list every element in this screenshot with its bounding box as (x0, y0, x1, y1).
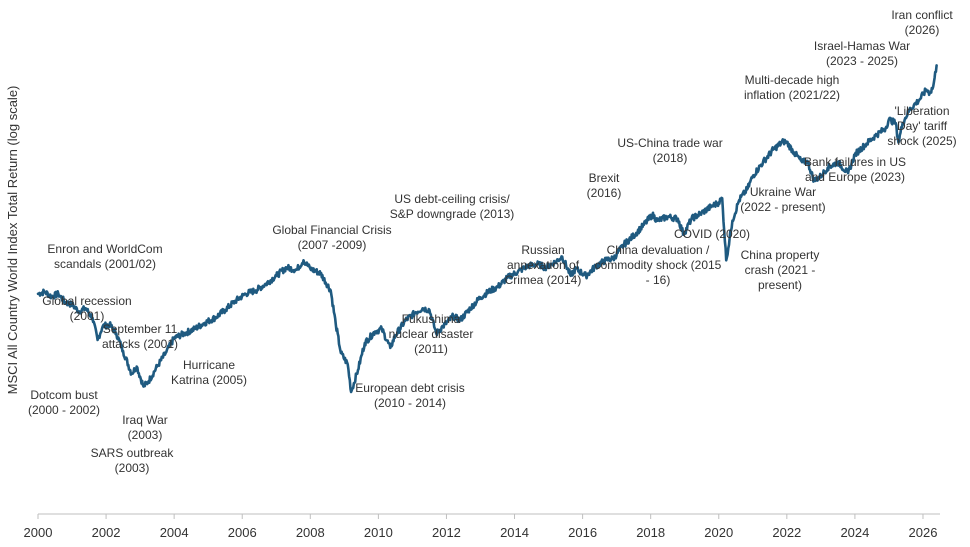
annotation-global-financial-crisis: Global Financial Crisis (2007 -2009) (272, 223, 391, 252)
annotation-hurricane-katrina: Hurricane Katrina (2005) (171, 358, 247, 387)
annotation-brexit: Brexit (2016) (587, 171, 622, 200)
x-tick-label: 2008 (296, 525, 325, 540)
annotation-china-property-crash: China property crash (2021 -present) (741, 248, 820, 292)
annotation-liberation-day: 'Liberation Day' tariff shock (2025) (887, 104, 956, 148)
annotation-global-recession: Global recession (2001) (42, 294, 131, 323)
series-line (36, 64, 938, 394)
annotation-bank-failures: Bank failures in US and Europe (2023) (804, 155, 906, 184)
x-tick-label: 2010 (364, 525, 393, 540)
annotation-ukraine-war: Ukraine War (2022 - present) (740, 185, 825, 214)
x-tick-label: 2002 (92, 525, 121, 540)
x-tick-label: 2026 (909, 525, 938, 540)
x-tick-label: 2014 (500, 525, 529, 540)
annotation-european-debt-crisis: European debt crisis (2010 - 2014) (355, 381, 464, 410)
annotation-iraq-war: Iraq War (2003) (122, 413, 168, 442)
x-tick-label: 2006 (228, 525, 257, 540)
x-tick-label: 2012 (432, 525, 461, 540)
annotation-us-china-trade-war: US-China trade war (2018) (617, 136, 722, 165)
x-tick-label: 2000 (24, 525, 53, 540)
annotation-us-debt-ceiling: US debt-ceiling crisis/S&P downgrade (20… (390, 192, 515, 221)
x-tick-label: 2004 (160, 525, 189, 540)
x-tick-label: 2016 (568, 525, 597, 540)
annotation-september-11: September 11 attacks (2001) (102, 322, 178, 351)
annotation-china-devaluation: China devaluation / commodity shock (2015… (595, 243, 722, 287)
x-tick-label: 2020 (704, 525, 733, 540)
annotation-covid: COVID (2020) (674, 227, 750, 241)
y-axis-label: MSCI All Country World Index Total Retur… (5, 86, 20, 395)
annotation-israel-hamas-war: Israel-Hamas War (2023 - 2025) (814, 39, 910, 68)
annotation-sars: SARS outbreak (2003) (91, 446, 175, 475)
annotation-iran-conflict: Iran conflict (2026) (891, 8, 953, 37)
annotation-fukushima: Fukushima nuclear disaster (2011) (389, 312, 474, 356)
annotation-russian-annexation: Russian annexation of Crimea (2014) (505, 243, 582, 287)
annotation-multi-decade-inflation: Multi-decade high inflation (2021/22) (744, 73, 840, 102)
x-tick-label: 2024 (840, 525, 869, 540)
x-tick-label: 2018 (636, 525, 665, 540)
annotation-enron-worldcom: Enron and WorldCom scandals (2001/02) (47, 242, 162, 271)
annotation-dotcom-bust: Dotcom bust (2000 - 2002) (28, 388, 100, 417)
event-annotations: Iran conflict (2026) Israel-Hamas War (202… (28, 8, 957, 475)
x-tick-label: 2022 (772, 525, 801, 540)
x-axis-ticks: 2000 2002 2004 2006 2008 2010 2012 2014 2016 2018… (24, 514, 938, 540)
